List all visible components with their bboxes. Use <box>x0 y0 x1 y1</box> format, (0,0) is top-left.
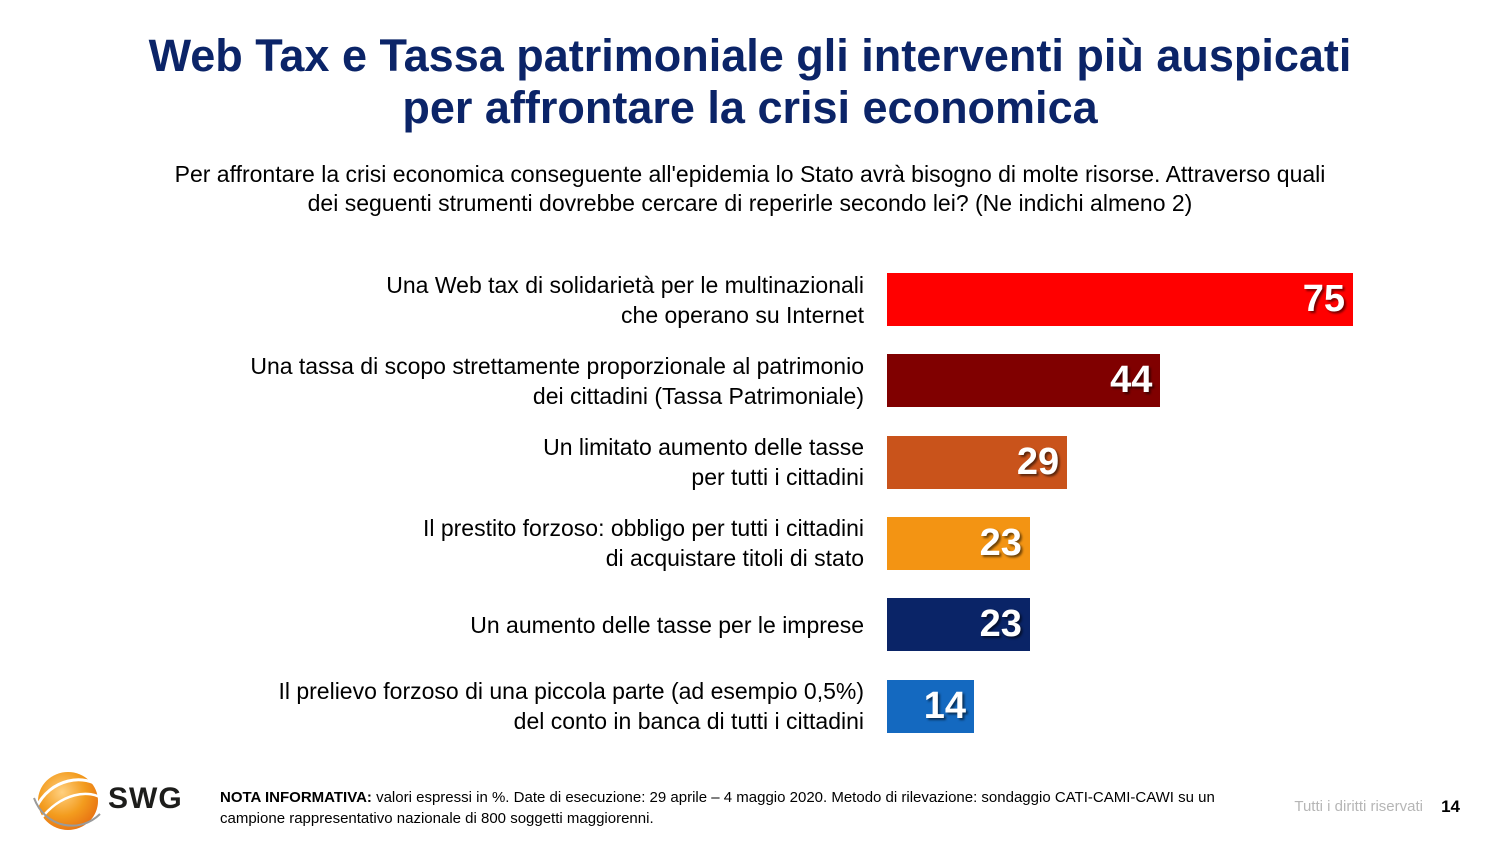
category-label-line: dei cittadini (Tassa Patrimoniale) <box>532 382 864 409</box>
question-text: Per affrontare la crisi economica conseg… <box>0 160 1500 218</box>
category-label-line: Un limitato aumento delle tasse <box>543 434 864 461</box>
category-label-line: Il prestito forzoso: obbligo per tutti i… <box>422 515 864 542</box>
category-label-line: per tutti i cittadini <box>691 464 864 491</box>
swg-logo: SWG <box>30 768 190 832</box>
bar-chart: Una Web tax di solidarietà per le multin… <box>250 270 1353 736</box>
bar-value-label: 29 <box>1016 440 1060 483</box>
category-label-line: del conto in banca di tutti i cittadini <box>513 708 864 734</box>
logo-text: SWG <box>108 782 183 815</box>
bar: 23 <box>887 516 1030 570</box>
bar-value-label: 44 <box>1110 359 1153 402</box>
note-label: NOTA INFORMATIVA: <box>220 789 372 806</box>
category-label-line: che operano su Internet <box>621 301 864 328</box>
bar-value-label: 23 <box>979 603 1022 646</box>
bar: 14 <box>887 679 974 733</box>
category-label-line: Una Web tax di solidarietà per le multin… <box>386 271 864 298</box>
bar: 44 <box>887 354 1161 408</box>
page-title: Web Tax e Tassa patrimoniale gli interve… <box>0 30 1500 134</box>
note-text: valori espressi in %. Date di esecuzione… <box>220 789 1215 827</box>
question-text-line-1: Per affrontare la crisi economica conseg… <box>174 161 1326 187</box>
question-text-line-2: dei seguenti strumenti dovrebbe cercare … <box>307 190 1193 216</box>
bar: 29 <box>887 435 1068 489</box>
category-label-line: Il prelievo forzoso di una piccola parte… <box>278 678 864 704</box>
copyright-text: Tutti i diritti riservati <box>1294 798 1423 815</box>
page-title-line-1: Web Tax e Tassa patrimoniale gli interve… <box>148 30 1352 81</box>
category-label: Una Web tax di solidarietà per le multin… <box>386 270 864 330</box>
bar: 75 <box>887 273 1353 326</box>
category-label: Un limitato aumento delle tasse per tutti… <box>543 432 864 492</box>
bar-value-label: 23 <box>979 521 1022 564</box>
swirl-icon <box>33 778 105 827</box>
category-label-line: Una tassa di scopo strettamente proporzi… <box>250 352 864 379</box>
category-label-line: di acquistare titoli di stato <box>605 545 864 572</box>
page-number: 14 <box>1441 797 1460 816</box>
page-title-line-2: per affrontare la crisi economica <box>402 82 1098 133</box>
bar-value-label: 14 <box>923 684 966 727</box>
category-label-line: Un aumento delle tasse per le imprese <box>470 611 864 638</box>
category-label: Il prestito forzoso: obbligo per tutti i… <box>423 513 864 573</box>
methodology-note: NOTA INFORMATIVA: valori espressi in %. … <box>220 787 1220 829</box>
category-label: Un aumento delle tasse per le imprese <box>470 610 864 640</box>
category-label: Il prelievo forzoso di una piccola parte… <box>278 676 864 736</box>
bar-value-label: 75 <box>1302 278 1345 320</box>
category-label: Una tassa di scopo strettamente proporzi… <box>250 351 864 411</box>
bar: 23 <box>887 598 1030 652</box>
